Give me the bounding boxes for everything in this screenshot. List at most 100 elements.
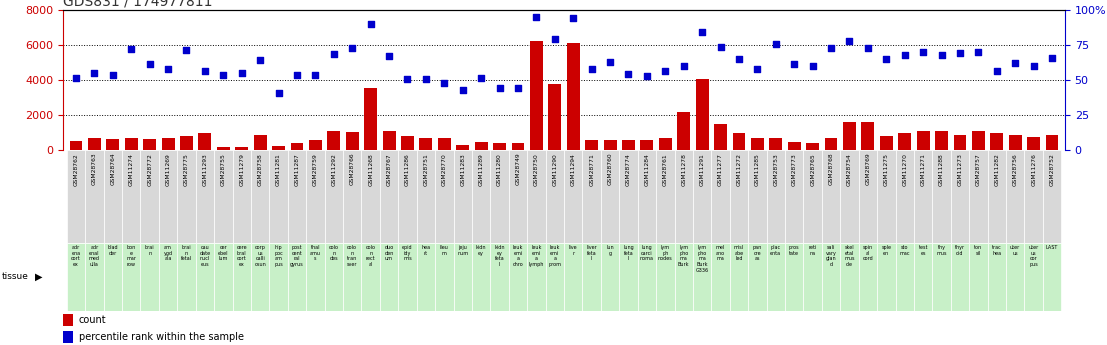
Text: GSM28749: GSM28749 — [516, 153, 520, 186]
Bar — [345, 132, 359, 150]
Point — [859, 46, 877, 51]
Text: liver
feta
l: liver feta l — [587, 245, 597, 262]
Text: GSM11291: GSM11291 — [700, 153, 705, 186]
Bar — [251, 150, 269, 243]
Bar — [638, 243, 656, 310]
Text: GSM28766: GSM28766 — [350, 153, 354, 186]
Text: GSM28756: GSM28756 — [1013, 153, 1017, 186]
Point — [307, 72, 324, 77]
Point — [748, 67, 766, 72]
Bar — [122, 243, 141, 310]
Text: GSM11268: GSM11268 — [369, 153, 373, 186]
Point — [1025, 63, 1043, 69]
Point — [232, 70, 250, 76]
Bar — [586, 140, 598, 150]
Text: skel
etal
mus
cle: skel etal mus cle — [845, 245, 855, 267]
Bar — [1046, 135, 1058, 150]
Bar — [343, 150, 362, 243]
Bar — [548, 84, 561, 150]
Text: GSM28752: GSM28752 — [1049, 153, 1055, 186]
Text: brai
n
fetal: brai n fetal — [180, 245, 192, 262]
Bar — [324, 243, 343, 310]
Bar — [104, 243, 122, 310]
Text: ▶: ▶ — [35, 272, 43, 282]
Text: GSM28765: GSM28765 — [810, 153, 815, 186]
Text: epid
idy
mis: epid idy mis — [402, 245, 413, 262]
Text: colo
n
des: colo n des — [329, 245, 339, 262]
Text: LAST: LAST — [1046, 245, 1058, 250]
Bar — [1043, 150, 1062, 243]
Text: lun
g: lun g — [607, 245, 614, 256]
Bar — [196, 150, 214, 243]
Bar — [641, 140, 653, 150]
Point — [933, 52, 951, 58]
Bar — [104, 150, 122, 243]
Point — [731, 56, 748, 61]
Bar — [177, 243, 196, 310]
Bar — [70, 141, 82, 150]
Text: cer
ebel
lum: cer ebel lum — [218, 245, 228, 262]
Bar — [656, 150, 674, 243]
Point — [565, 16, 582, 21]
Point — [490, 85, 508, 90]
Text: leuk
emi
a
chro: leuk emi a chro — [513, 245, 524, 267]
Bar — [674, 243, 693, 310]
Bar — [914, 243, 932, 310]
Text: jeju
num: jeju num — [457, 245, 468, 256]
Bar — [914, 150, 932, 243]
Bar — [1043, 243, 1062, 310]
Bar — [380, 150, 399, 243]
Text: GSM11271: GSM11271 — [921, 153, 925, 186]
Point — [141, 61, 158, 67]
Bar — [159, 243, 177, 310]
Bar — [693, 150, 712, 243]
Text: duo
den
um: duo den um — [384, 245, 394, 262]
Point — [546, 37, 563, 42]
Bar — [272, 146, 284, 150]
Text: GSM28753: GSM28753 — [774, 153, 778, 186]
Bar — [399, 150, 416, 243]
Text: reti
na: reti na — [808, 245, 817, 256]
Text: test
es: test es — [919, 245, 928, 256]
Text: corp
us
calli
osun: corp us calli osun — [255, 245, 266, 267]
Bar — [1006, 243, 1024, 310]
Bar — [435, 150, 454, 243]
Text: GSM28774: GSM28774 — [625, 153, 631, 186]
Bar — [932, 243, 951, 310]
Text: kidn
ey: kidn ey — [476, 245, 486, 256]
Text: percentile rank within the sample: percentile rank within the sample — [79, 333, 244, 342]
Bar — [232, 150, 251, 243]
Text: GSM11278: GSM11278 — [681, 153, 686, 186]
Text: live
r: live r — [569, 245, 578, 256]
Text: bon
e
mar
row: bon e mar row — [126, 245, 136, 267]
Bar — [309, 140, 322, 150]
Bar — [364, 88, 377, 150]
Bar — [880, 136, 892, 150]
Point — [951, 50, 969, 56]
Point — [675, 63, 693, 69]
Text: colo
n
tran
sver: colo n tran sver — [346, 245, 358, 267]
Bar — [416, 150, 435, 243]
Text: kidn
ey
feta
l: kidn ey feta l — [495, 245, 505, 267]
Point — [914, 49, 932, 55]
Text: GSM28759: GSM28759 — [313, 153, 318, 186]
Point — [196, 68, 214, 74]
Bar — [972, 131, 985, 150]
Bar — [269, 243, 288, 310]
Text: thal
amu
s: thal amu s — [310, 245, 321, 262]
Bar — [380, 243, 399, 310]
Bar — [307, 150, 324, 243]
Bar — [785, 150, 804, 243]
Bar — [66, 150, 85, 243]
Point — [582, 67, 600, 72]
Point — [417, 76, 435, 82]
Text: GSM11273: GSM11273 — [958, 153, 962, 186]
Bar — [953, 135, 966, 150]
Text: GSM11279: GSM11279 — [239, 153, 245, 186]
Text: GSM11272: GSM11272 — [736, 153, 742, 186]
Bar — [177, 150, 196, 243]
Bar — [825, 138, 838, 150]
Text: GSM28758: GSM28758 — [258, 153, 262, 186]
Bar — [677, 112, 690, 150]
Bar — [859, 150, 877, 243]
